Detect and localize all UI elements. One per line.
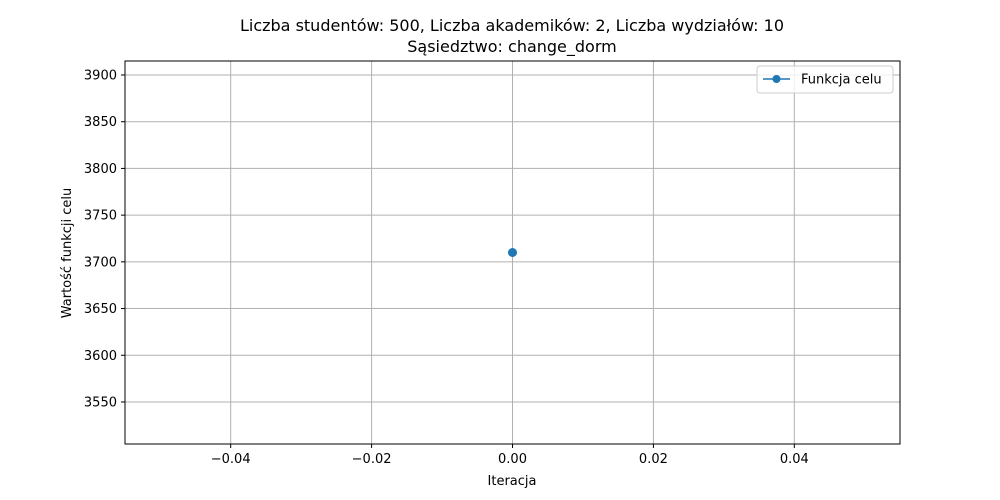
- y-tick-label: 3700: [84, 255, 117, 270]
- legend: Funkcja celu: [756, 65, 894, 94]
- axis-ticks: −0.04 −0.02 0.00 0.02 0.04 3550 3600 3650 3700 37…: [84, 69, 809, 467]
- legend-label: Funkcja celu: [801, 73, 882, 88]
- x-tick-label: 0.02: [639, 452, 668, 467]
- y-tick-label: 3900: [84, 69, 117, 84]
- x-tick-label: −0.02: [352, 452, 392, 467]
- y-tick-label: 3850: [84, 115, 117, 130]
- y-tick-label: 3750: [84, 209, 117, 224]
- legend-box: [756, 65, 894, 94]
- plot-frame: [124, 60, 901, 445]
- y-tick-label: 3650: [84, 302, 117, 317]
- data-point: [508, 248, 517, 257]
- x-axis-label: Iteracja: [488, 474, 537, 489]
- y-tick-label: 3800: [84, 162, 117, 177]
- series-layer: [508, 248, 517, 257]
- y-tick-label: 3550: [84, 395, 117, 410]
- y-tick-label: 3600: [84, 349, 117, 364]
- chart-title: Liczba studentów: 500, Liczba akademików…: [240, 16, 784, 35]
- x-tick-label: 0.04: [780, 452, 809, 467]
- legend-marker-swatch: [772, 75, 781, 83]
- x-tick-label: −0.04: [211, 452, 251, 467]
- chart-subtitle: Sąsiedztwo: change_dorm: [407, 37, 616, 57]
- y-axis-label: Wartość funkcji celu: [60, 188, 75, 319]
- x-tick-label: 0.00: [498, 452, 527, 467]
